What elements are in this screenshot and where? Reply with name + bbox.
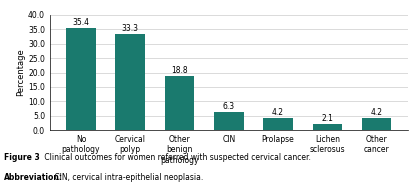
Text: 33.3: 33.3 bbox=[122, 24, 139, 33]
Text: 18.8: 18.8 bbox=[171, 66, 188, 75]
Bar bbox=[66, 28, 96, 130]
Text: CIN, cervical intra-epithelial neoplasia.: CIN, cervical intra-epithelial neoplasia… bbox=[52, 173, 203, 182]
Text: 6.3: 6.3 bbox=[223, 102, 235, 111]
Text: 35.4: 35.4 bbox=[72, 18, 89, 27]
Bar bbox=[312, 124, 342, 130]
Bar bbox=[263, 118, 293, 130]
Text: 2.1: 2.1 bbox=[322, 114, 333, 123]
Bar bbox=[214, 112, 244, 130]
Text: 4.2: 4.2 bbox=[272, 108, 284, 117]
Text: Abbreviation:: Abbreviation: bbox=[4, 173, 63, 182]
Text: Figure 3: Figure 3 bbox=[4, 153, 40, 162]
Text: 4.2: 4.2 bbox=[371, 108, 383, 117]
Bar bbox=[165, 76, 194, 130]
Bar bbox=[116, 34, 145, 130]
Text: Clinical outcomes for women referred with suspected cervical cancer.: Clinical outcomes for women referred wit… bbox=[42, 153, 311, 162]
Bar bbox=[362, 118, 391, 130]
Y-axis label: Percentage: Percentage bbox=[16, 49, 25, 96]
